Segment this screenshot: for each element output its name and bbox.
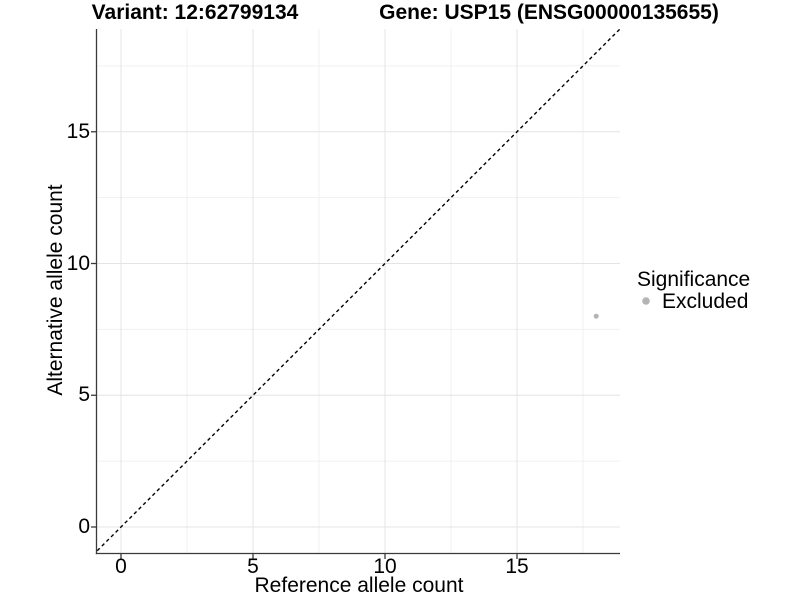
gene-title: Gene: USP15 (ENSG00000135655)	[379, 1, 719, 24]
legend-item-excluded: Excluded	[662, 290, 749, 313]
variant-title: Variant: 12:62799134	[91, 1, 299, 24]
identity-dashed-line	[96, 28, 621, 552]
x-axis-title: Reference allele count	[254, 574, 464, 597]
x-tick-label-5: 5	[247, 555, 259, 578]
y-tick-label-0: 0	[78, 515, 90, 538]
x-tick-label-10: 10	[373, 555, 397, 578]
legend-key-dot-icon	[642, 297, 650, 305]
y-axis-title: Alternative allele count	[44, 184, 67, 396]
x-tick-label-15: 15	[505, 555, 529, 578]
legend-marker-excluded	[642, 297, 650, 305]
y-tick-label-10: 10	[66, 251, 90, 275]
y-tick-label-5: 5	[78, 383, 90, 407]
data-point	[593, 313, 599, 319]
legend-title: Significance	[637, 268, 751, 291]
x-tick-label-0: 0	[115, 555, 127, 578]
y-tick-label-15: 15	[66, 119, 90, 143]
